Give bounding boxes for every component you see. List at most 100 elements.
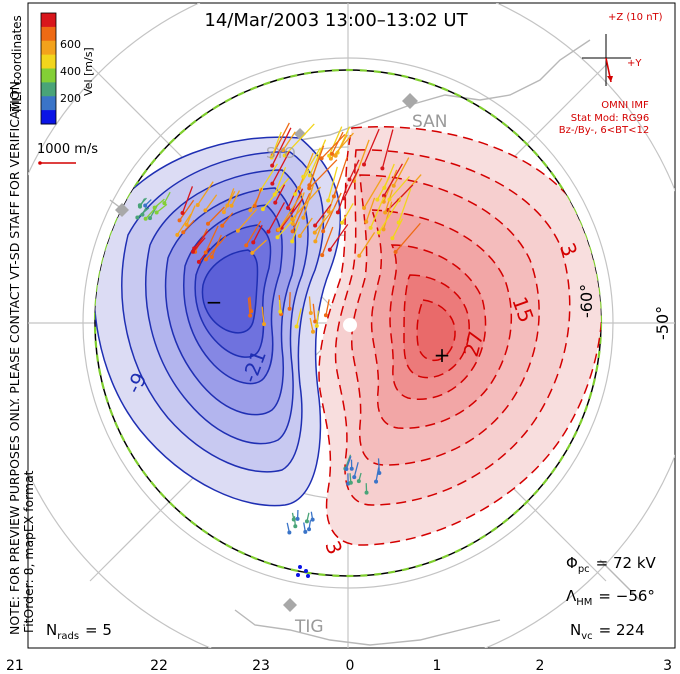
velocity-vector-origin bbox=[307, 527, 312, 532]
velocity-vector-origin bbox=[273, 200, 278, 205]
stat-phi-pc: Φpc = 72 kV bbox=[566, 554, 657, 575]
velocity-vector bbox=[176, 213, 192, 236]
colorbar-swatch bbox=[41, 82, 56, 97]
velocity-vector bbox=[245, 220, 262, 246]
velocity-vector-origin bbox=[381, 227, 386, 232]
velocity-vector-origin bbox=[328, 156, 333, 161]
velocity-vector-origin bbox=[220, 223, 225, 228]
velocity-vector-origin bbox=[330, 151, 335, 156]
velocity-vector-origin bbox=[310, 329, 315, 334]
velocity-vector-origin bbox=[364, 219, 369, 224]
velocity-vector-origin bbox=[290, 239, 295, 244]
velocity-vector-origin bbox=[294, 324, 299, 329]
svg-text:Φpc= 72 kV: Φpc = 72 kV bbox=[566, 554, 657, 575]
velocity-vector bbox=[329, 224, 349, 251]
velocity-vector bbox=[321, 133, 346, 159]
velocity-vector-origin bbox=[362, 206, 367, 211]
velocity-vector bbox=[302, 147, 321, 178]
velocity-vector-origin bbox=[290, 229, 295, 234]
map-title: 14/Mar/2003 13:00–13:02 UT bbox=[204, 10, 468, 31]
velocity-vector-origin bbox=[364, 490, 369, 495]
velocity-vector-origin bbox=[270, 163, 275, 168]
velocity-vector-origin bbox=[313, 239, 318, 244]
velocity-scale-arrow bbox=[38, 161, 76, 165]
velocity-vector-origin bbox=[143, 216, 148, 221]
velocity-vector bbox=[383, 163, 395, 189]
velocity-vector bbox=[328, 126, 343, 156]
velocity-vector bbox=[314, 204, 332, 226]
velocity-vector bbox=[288, 292, 291, 309]
velocity-vector-origin bbox=[301, 174, 306, 179]
velocity-vector bbox=[211, 234, 222, 258]
velocity-vector bbox=[179, 199, 195, 221]
imf-model: Stat Mod: RG96 bbox=[571, 113, 650, 124]
colorbar-swatch bbox=[41, 54, 56, 69]
mlt-tick-22: 22 bbox=[150, 658, 168, 674]
station-markers bbox=[115, 93, 418, 612]
coordinates-label: MLT coordinates bbox=[10, 15, 24, 112]
velocity-vector bbox=[370, 196, 385, 229]
velocity-vector bbox=[251, 239, 267, 254]
velocity-vector-origin bbox=[248, 313, 253, 318]
velocity-vector-origin bbox=[331, 194, 336, 199]
velocity-vector bbox=[298, 152, 314, 189]
velocity-vector-origin bbox=[391, 183, 396, 188]
velocity-vector bbox=[363, 177, 383, 209]
velocity-vector bbox=[294, 169, 310, 195]
velocity-vector-origin bbox=[293, 524, 298, 529]
velocity-vector bbox=[205, 225, 219, 253]
colorbar-swatch bbox=[41, 26, 56, 42]
velocity-vector bbox=[204, 194, 218, 211]
svg-text:Nrads= 5: Nrads = 5 bbox=[46, 621, 112, 642]
velocity-vector-origin bbox=[244, 243, 249, 248]
velocity-vector bbox=[182, 219, 195, 233]
velocity-vector bbox=[261, 306, 265, 325]
velocity-vector-origin bbox=[177, 218, 182, 223]
velocity-vector-origin bbox=[356, 479, 361, 484]
velocity-vector bbox=[223, 190, 236, 213]
velocity-vector bbox=[348, 159, 360, 180]
velocity-vector bbox=[197, 181, 214, 206]
velocity-vector bbox=[230, 190, 241, 207]
velocity-vector bbox=[378, 196, 402, 233]
velocity-vector-origin bbox=[260, 207, 265, 212]
dusk-cell-marker: − bbox=[206, 290, 223, 314]
velocity-vector bbox=[282, 131, 296, 151]
velocity-vector-origin bbox=[278, 309, 283, 314]
velocity-vector bbox=[308, 145, 325, 186]
velocity-vector bbox=[145, 208, 156, 220]
velocity-vector-origin bbox=[135, 215, 140, 220]
velocity-vector bbox=[271, 127, 292, 166]
velocity-vector-origin bbox=[301, 215, 306, 220]
velocity-vector bbox=[299, 217, 313, 237]
velocity-vector bbox=[295, 308, 302, 327]
velocity-vector-origin bbox=[304, 569, 308, 573]
velocity-vector-origin bbox=[248, 208, 253, 213]
velocity-vector bbox=[198, 247, 211, 263]
velocity-vector bbox=[393, 157, 410, 187]
velocity-vector-origin bbox=[195, 203, 200, 208]
velocity-vector-origin bbox=[321, 229, 326, 234]
velocity-vector bbox=[314, 207, 336, 233]
velocity-vector bbox=[274, 167, 287, 195]
colorbar-swatch bbox=[41, 40, 56, 56]
velocity-vector-origin bbox=[297, 185, 302, 190]
velocity-vector-origin bbox=[303, 529, 308, 534]
velocity-vector-origin bbox=[313, 223, 318, 228]
dawn-cell-marker: + bbox=[434, 343, 451, 367]
velocity-vector bbox=[377, 458, 380, 473]
velocity-vector-origin bbox=[140, 212, 145, 217]
velocity-vector-origin bbox=[298, 565, 302, 569]
velocity-vector-origin bbox=[269, 155, 274, 160]
velocity-vector-origin bbox=[250, 250, 255, 255]
imf-source: OMNI IMF bbox=[601, 100, 649, 111]
velocity-vector-origin bbox=[327, 153, 332, 158]
velocity-vector bbox=[156, 203, 168, 214]
velocity-vector-origin bbox=[293, 192, 298, 197]
velocity-vector bbox=[181, 186, 194, 214]
velocity-vector-origin bbox=[383, 210, 388, 215]
preview-note: NOTE: FOR PREVIEW PURPOSES ONLY. PLEASE … bbox=[7, 77, 22, 635]
velocity-vector-origin bbox=[203, 257, 208, 262]
velocity-vector-origin bbox=[203, 250, 208, 255]
